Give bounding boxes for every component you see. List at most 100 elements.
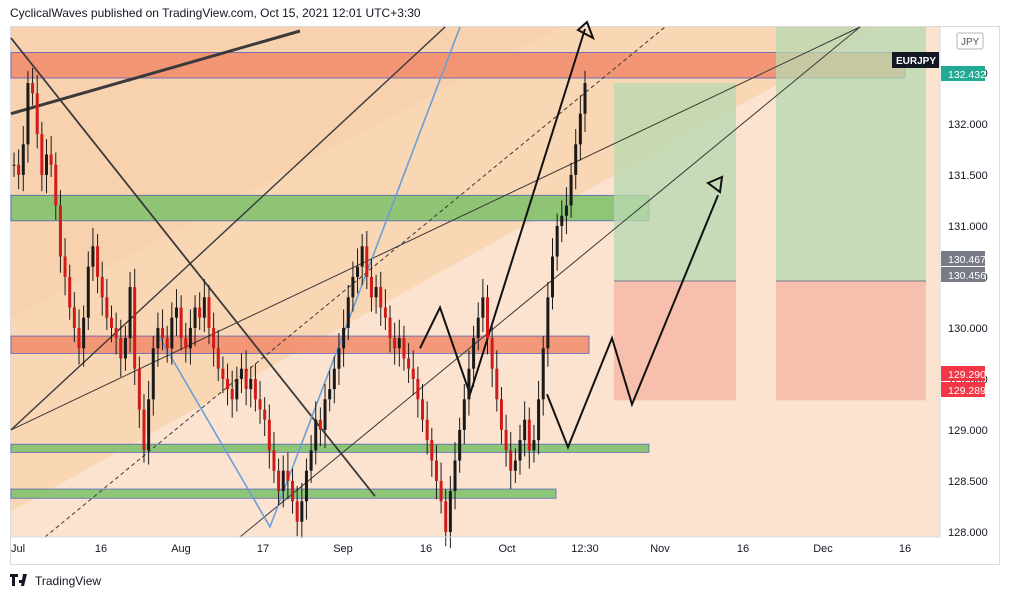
y-tick-label: 130.000: [948, 323, 988, 335]
currency-label: JPY: [961, 37, 980, 48]
candle-body: [105, 297, 109, 318]
candle-body: [86, 266, 90, 318]
candle-body: [128, 287, 132, 339]
candle-body: [216, 348, 220, 369]
symbol-tag: [892, 52, 939, 68]
candle-body: [304, 470, 308, 502]
candle-body: [583, 83, 587, 114]
candle-body: [434, 460, 438, 481]
price-box-label: 129.290: [948, 369, 986, 381]
candle-body: [77, 327, 81, 349]
candle-body: [523, 419, 527, 441]
candle-body: [54, 164, 58, 206]
long-position-2-target: [776, 27, 926, 281]
candle-body: [119, 338, 123, 359]
candle-body: [356, 266, 360, 277]
x-tick-label: Dec: [813, 543, 833, 555]
candle-body: [235, 378, 239, 400]
channel-upper-line: [239, 26, 861, 538]
candle-body: [230, 389, 234, 400]
candle-body: [31, 83, 35, 94]
candle-body: [393, 338, 397, 349]
candle-body: [509, 450, 513, 471]
candle-body: [91, 246, 95, 267]
y-tick-label: 129.000: [948, 425, 988, 437]
candle-body: [198, 307, 202, 318]
candle-body: [346, 297, 350, 328]
candle-body: [179, 307, 183, 339]
candle-body: [374, 287, 378, 298]
candle-body: [212, 327, 216, 349]
candle-body: [174, 307, 178, 318]
candle-body: [147, 399, 151, 451]
candle-body: [35, 93, 39, 135]
candle-body: [184, 338, 188, 349]
candle-body: [114, 327, 118, 339]
price-box: [941, 267, 985, 282]
x-tick-label: Aug: [171, 543, 191, 555]
candle-body: [258, 399, 262, 410]
candle-body: [44, 154, 48, 175]
x-tick-label: 16: [420, 543, 432, 555]
candle-body: [291, 480, 295, 502]
x-tick-label: 16: [95, 543, 107, 555]
candle-body: [244, 368, 248, 390]
candle-body: [402, 338, 406, 359]
candle-body: [26, 83, 30, 145]
candle-body: [555, 225, 559, 257]
candle-body: [156, 327, 160, 349]
y-tick-label: 131.500: [948, 170, 988, 182]
footer-brand: TradingView: [35, 574, 102, 588]
candle-body: [226, 378, 230, 390]
candle-body: [453, 460, 457, 492]
candle-body: [383, 307, 387, 318]
price-box-label: 129.289: [948, 385, 986, 397]
candle-body: [458, 429, 462, 461]
candle-body: [202, 297, 206, 318]
candle-body: [472, 338, 476, 369]
y-tick-label: 128.500: [948, 476, 988, 488]
candle-body: [249, 378, 253, 390]
candle-body: [467, 368, 471, 400]
candle-body: [569, 174, 573, 206]
support-zone-red: [10, 335, 590, 354]
projection-path-2: [546, 194, 719, 450]
x-tick-label: 17: [257, 543, 269, 555]
candle-body: [416, 378, 420, 400]
candle-body: [253, 378, 257, 400]
candle-body: [72, 307, 76, 328]
candle-body: [537, 399, 541, 441]
candle-body: [560, 215, 564, 226]
candle-body: [272, 450, 276, 471]
resistance-zone-mid: [10, 194, 650, 222]
chart-frame[interactable]: [10, 26, 1000, 565]
candle-body: [318, 419, 322, 430]
support-zone-green-1: [10, 443, 650, 453]
blue-swing-line: [159, 26, 461, 529]
footer: TradingView: [10, 571, 101, 591]
price-box-label: 132.432: [948, 69, 986, 81]
candle-body: [109, 317, 113, 328]
candle-body: [332, 368, 336, 390]
candle-body: [495, 368, 499, 400]
projection-arrow-2-icon: [706, 175, 724, 194]
candle-body: [518, 440, 522, 461]
tradingview-logo-icon: [10, 574, 27, 586]
x-tick-label: 12:30: [571, 543, 599, 555]
candle-body: [462, 399, 466, 430]
candle-body: [532, 440, 536, 451]
symbol-label: EURJPY: [896, 56, 936, 67]
candle-body: [486, 297, 490, 339]
candle-body: [221, 368, 225, 379]
resistance-zone-top: [10, 52, 906, 79]
candle-body: [574, 144, 578, 175]
candle-body: [476, 317, 480, 339]
candle-body: [513, 460, 517, 471]
y-tick-label: 128.000: [948, 527, 988, 539]
candle-body: [286, 470, 290, 481]
projection-arrow-1-icon: [576, 20, 595, 41]
currency-box: [956, 32, 984, 50]
candle-body: [170, 317, 174, 349]
candle-body: [388, 317, 392, 339]
